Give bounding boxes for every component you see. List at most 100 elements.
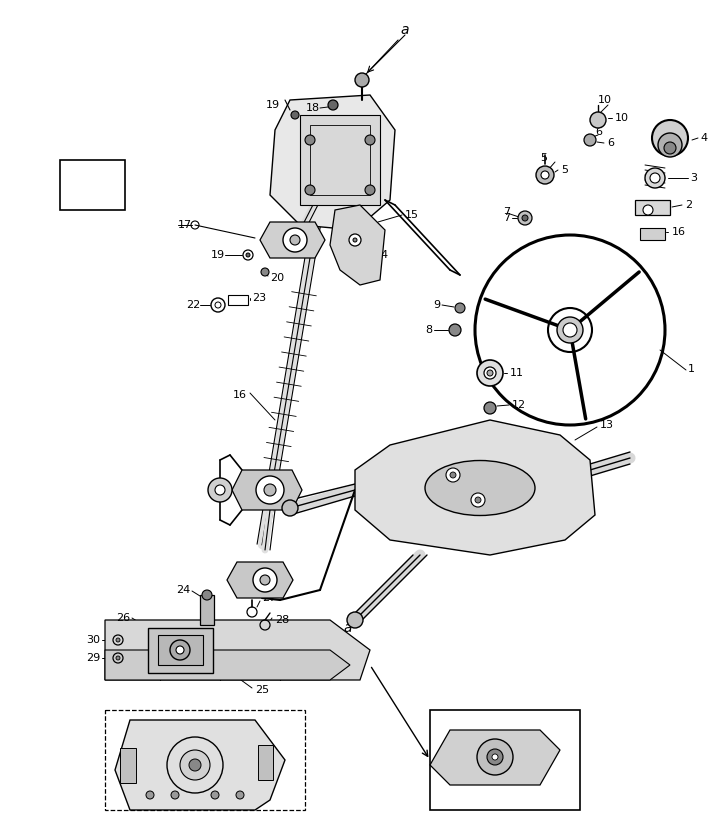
Text: 25: 25 — [255, 685, 269, 695]
Text: 10: 10 — [598, 95, 612, 105]
Bar — [228, 295, 248, 305]
Circle shape — [557, 317, 583, 343]
Bar — [310, 125, 370, 195]
Text: 10: 10 — [615, 113, 629, 123]
Polygon shape — [430, 730, 560, 785]
Text: 12: 12 — [512, 400, 526, 410]
Text: 16: 16 — [233, 390, 247, 400]
Text: 6: 6 — [595, 127, 602, 137]
Circle shape — [189, 759, 201, 771]
Text: 8: 8 — [425, 325, 432, 335]
Circle shape — [215, 485, 225, 495]
Circle shape — [328, 100, 338, 110]
Text: 適用号機: 適用号機 — [432, 713, 456, 723]
Ellipse shape — [425, 461, 535, 515]
Polygon shape — [232, 470, 302, 510]
Circle shape — [211, 791, 219, 799]
Circle shape — [650, 173, 660, 183]
Text: a: a — [343, 621, 351, 635]
Circle shape — [176, 646, 184, 654]
Circle shape — [208, 478, 232, 502]
Text: 27: 27 — [262, 593, 276, 603]
Circle shape — [236, 791, 244, 799]
Circle shape — [590, 112, 606, 128]
Circle shape — [290, 235, 300, 245]
Bar — [430, 710, 580, 810]
Text: 15: 15 — [405, 210, 419, 220]
Text: 22: 22 — [186, 300, 200, 310]
Circle shape — [291, 111, 299, 119]
Circle shape — [365, 185, 375, 195]
Text: 18: 18 — [306, 103, 320, 113]
Text: 9: 9 — [433, 300, 440, 310]
Circle shape — [261, 268, 269, 276]
Circle shape — [484, 367, 496, 379]
Text: 1: 1 — [688, 364, 695, 374]
Text: 26: 26 — [520, 785, 534, 795]
Text: 7: 7 — [503, 213, 510, 223]
Text: 19: 19 — [211, 250, 225, 260]
Circle shape — [305, 135, 315, 145]
Text: WD: WD — [69, 175, 93, 188]
Polygon shape — [105, 650, 350, 680]
Circle shape — [643, 205, 653, 215]
Text: 17: 17 — [178, 220, 192, 230]
Circle shape — [645, 168, 665, 188]
Text: 28: 28 — [275, 615, 289, 625]
Bar — [105, 710, 305, 810]
Circle shape — [664, 142, 676, 154]
Circle shape — [116, 638, 120, 642]
Bar — [148, 628, 213, 673]
Bar — [635, 200, 670, 215]
Circle shape — [365, 135, 375, 145]
Text: 7: 7 — [503, 207, 510, 217]
Text: Steering Valve: Steering Valve — [160, 740, 230, 750]
Circle shape — [487, 749, 503, 765]
Circle shape — [146, 791, 154, 799]
Polygon shape — [355, 420, 595, 555]
Bar — [200, 595, 214, 625]
Circle shape — [455, 303, 465, 313]
Text: 19: 19 — [266, 100, 280, 110]
Text: 26: 26 — [116, 613, 130, 623]
Text: 16: 16 — [672, 227, 686, 237]
Circle shape — [446, 468, 460, 482]
Circle shape — [353, 238, 357, 242]
Bar — [300, 115, 380, 205]
Text: 29: 29 — [86, 653, 100, 663]
Circle shape — [450, 472, 456, 478]
Circle shape — [584, 134, 596, 146]
Text: Serial No. 20401 -: Serial No. 20401 - — [432, 725, 519, 735]
Circle shape — [484, 402, 496, 414]
Circle shape — [475, 497, 481, 503]
Circle shape — [541, 171, 549, 179]
Polygon shape — [270, 95, 395, 230]
Polygon shape — [330, 205, 385, 285]
Circle shape — [180, 750, 210, 780]
Bar — [258, 745, 273, 780]
Circle shape — [171, 791, 179, 799]
Circle shape — [477, 360, 503, 386]
Text: 30: 30 — [86, 635, 100, 645]
Circle shape — [492, 754, 498, 760]
Circle shape — [449, 324, 461, 336]
Text: 20: 20 — [270, 273, 284, 283]
Polygon shape — [260, 222, 325, 258]
Text: 24: 24 — [176, 585, 190, 595]
Circle shape — [536, 166, 554, 184]
Circle shape — [264, 484, 276, 496]
Circle shape — [202, 590, 212, 600]
Text: 5: 5 — [540, 153, 547, 163]
Text: 14: 14 — [375, 250, 389, 260]
Text: 6: 6 — [607, 138, 614, 148]
Text: 3: 3 — [690, 173, 697, 183]
Circle shape — [347, 612, 363, 628]
Circle shape — [282, 500, 298, 516]
Text: ステアリングバルブ: ステアリングバルブ — [160, 725, 213, 735]
Circle shape — [471, 493, 485, 507]
Circle shape — [518, 211, 532, 225]
Circle shape — [355, 73, 369, 87]
Bar — [120, 748, 136, 783]
Circle shape — [487, 370, 493, 376]
Text: 4: 4 — [700, 133, 707, 143]
